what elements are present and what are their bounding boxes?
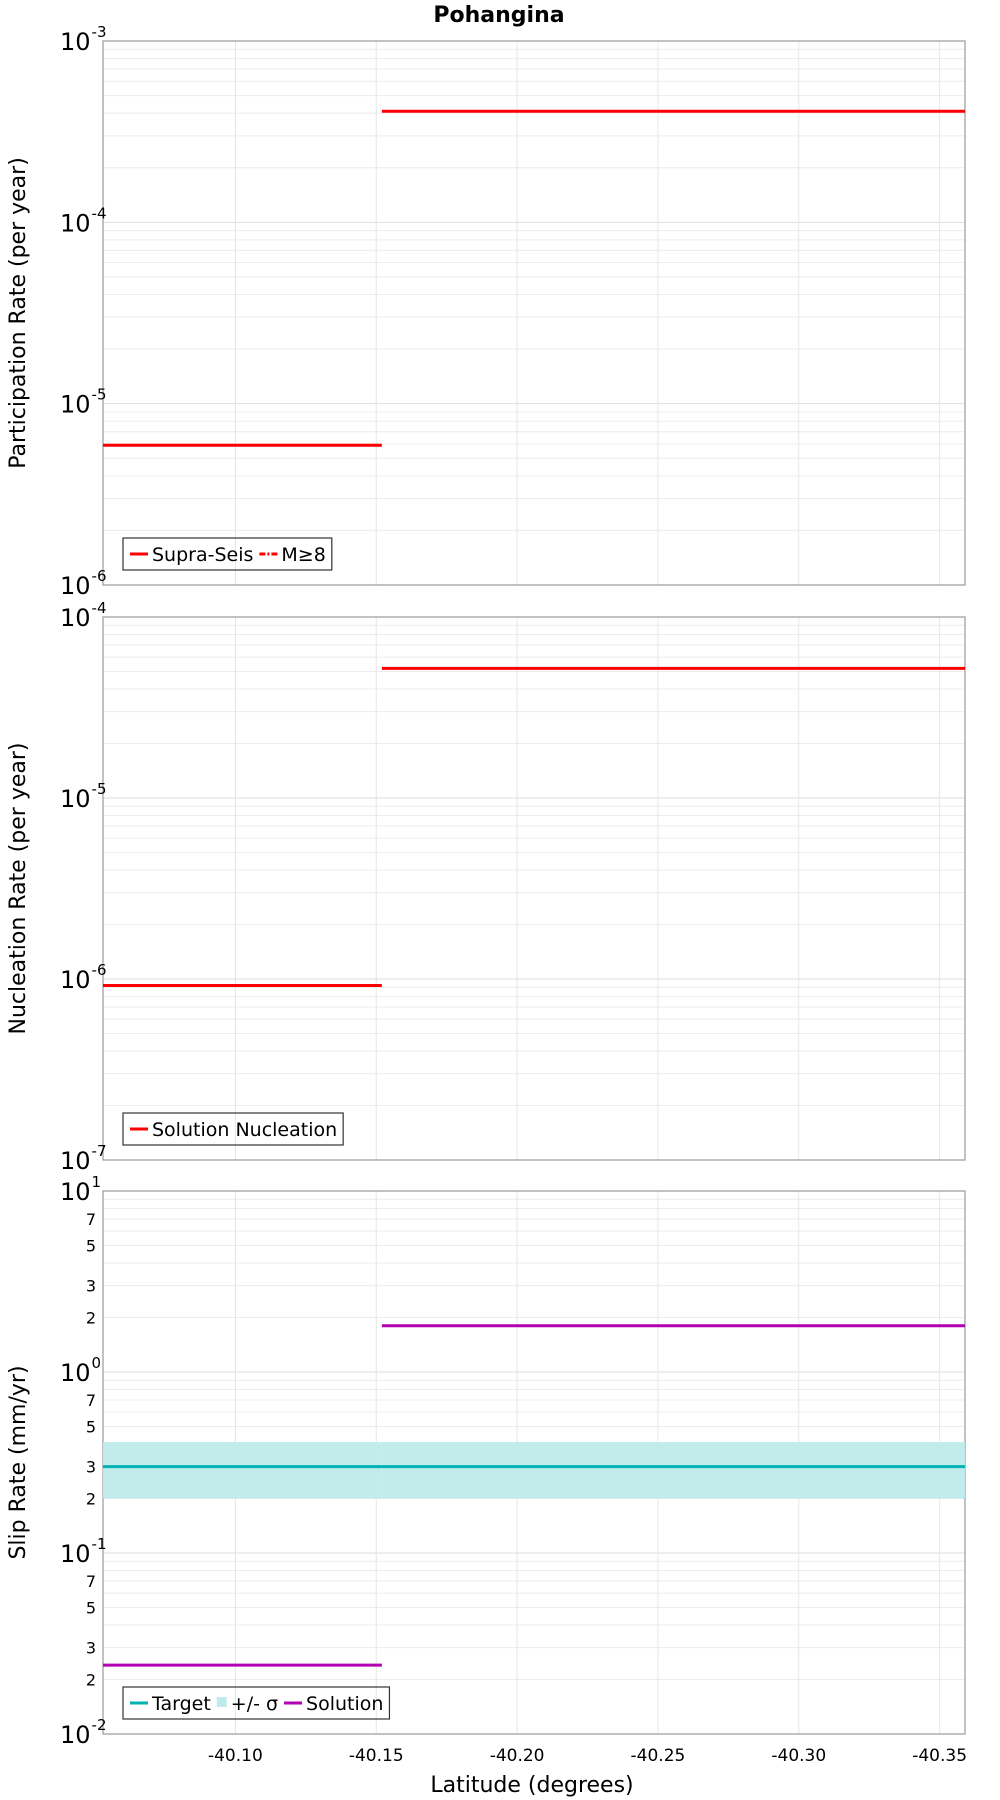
y-minor-tick-label: 3: [86, 1639, 96, 1658]
x-tick-label: -40.20: [490, 1746, 545, 1766]
y-tick-label: 10-6: [60, 961, 107, 994]
chart-title: Pohangina: [433, 3, 564, 28]
y-tick-label: 10-3: [60, 23, 107, 56]
legend-label: Target: [151, 1693, 211, 1715]
y-tick-label: 10-6: [60, 567, 107, 600]
plot-frame: [102, 616, 966, 1161]
y-tick-label: 10-7: [60, 1142, 107, 1175]
legend-label: M≥8: [281, 544, 325, 566]
legend-box: [122, 537, 333, 571]
legend-swatch: [216, 1697, 227, 1707]
legend: Solution Nucleation: [122, 1112, 344, 1146]
x-tick-label: -40.25: [631, 1746, 686, 1766]
y-minor-tick-label: 5: [86, 1417, 96, 1436]
y-tick-label: 10-1: [60, 1535, 107, 1568]
y-minor-tick-label: 2: [86, 1490, 96, 1509]
y-tick-label: 10-4: [60, 204, 107, 237]
x-tick-label: -40.10: [208, 1746, 263, 1766]
y-minor-tick-label: 2: [86, 1309, 96, 1328]
legend: Supra-Seis M≥8: [122, 537, 333, 571]
y-minor-tick-label: 7: [86, 1391, 96, 1410]
panel-1: 10-6 10-5 10-4 10-3 Participation Rate (per …: [6, 3, 966, 600]
y-minor-tick-label: 5: [86, 1598, 96, 1617]
y-tick-label: 10-5: [60, 780, 107, 813]
y-axis-label: Participation Rate (per year): [6, 157, 31, 469]
legend-label: +/- σ: [231, 1693, 278, 1715]
legend-swatch-band: [216, 1697, 227, 1707]
x-tick-label: -40.35: [912, 1746, 967, 1766]
y-tick-label: 10-4: [60, 599, 107, 632]
y-axis-label: Nucleation Rate (per year): [6, 743, 31, 1035]
y-minor-tick-label: 3: [86, 1277, 96, 1296]
y-minor-tick-label: 7: [86, 1572, 96, 1591]
y-tick-label: 10-2: [60, 1716, 107, 1749]
band-segment: [381, 1442, 966, 1499]
panel-2: 10-7 10-6 10-5 10-4 Nucleation Rate (per yea…: [6, 599, 966, 1175]
y-tick-label: 101: [60, 1173, 101, 1206]
legend-label: Solution Nucleation: [152, 1119, 337, 1141]
panel-3: 2 3 5 7 2 3 5 7 2 3 5 7 10-2 10-1 100 101 Slip Rate (mm/…: [6, 1173, 966, 1749]
band-segment: [103, 1442, 382, 1499]
legend-label: Solution: [306, 1693, 383, 1715]
y-tick-label: 100: [60, 1354, 101, 1387]
x-axis-label: Latitude (degrees): [430, 1773, 633, 1798]
plot-frame: [102, 40, 966, 586]
legend-label: Supra-Seis: [152, 544, 253, 566]
legend-box: [122, 1112, 344, 1146]
x-tick-label: -40.30: [771, 1746, 826, 1766]
y-minor-tick-label: 2: [86, 1671, 96, 1690]
y-axis-label: Slip Rate (mm/yr): [6, 1365, 31, 1559]
y-minor-tick-label: 7: [86, 1210, 96, 1229]
legend: Target +/- σ Solution: [122, 1686, 391, 1720]
y-tick-label: 10-5: [60, 386, 107, 419]
y-minor-tick-label: 3: [86, 1458, 96, 1477]
x-tick-label: -40.15: [349, 1746, 404, 1766]
y-minor-tick-label: 5: [86, 1236, 96, 1255]
legend-box: [122, 1686, 391, 1720]
